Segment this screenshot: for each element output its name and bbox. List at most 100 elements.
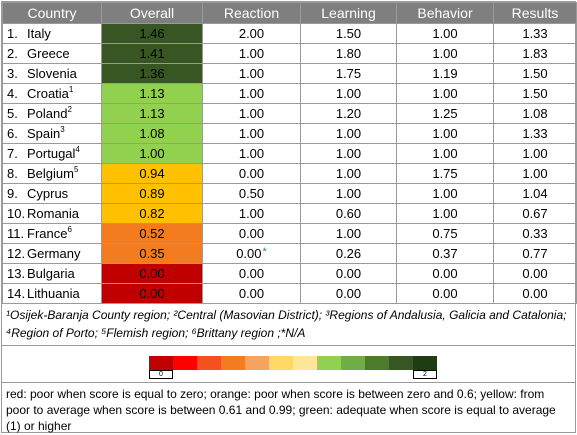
learning-score: 1.00 (335, 86, 362, 101)
table-row: 9. Cyprus 0.89 0.50 1.00 1.00 1.04 (2, 183, 577, 204)
scale-swatch (269, 356, 293, 370)
results-score: 1.08 (522, 106, 548, 121)
behavior-score: 0.75 (432, 226, 458, 241)
results-score: 1.04 (522, 186, 548, 201)
country-name: Germany (27, 246, 81, 261)
overall-score-cell: 1.13 (101, 83, 203, 104)
scale-swatch (413, 356, 437, 370)
overall-score-cell: 0.94 (101, 163, 203, 184)
learning-score-cell: 1.00 (300, 163, 397, 184)
behavior-score-cell: 1.00 (396, 43, 494, 64)
overall-score-cell: 1.08 (101, 123, 203, 144)
country-name: Belgium (27, 166, 74, 181)
rank-number: 13. (7, 266, 26, 281)
learning-score: 0.00 (335, 286, 362, 301)
table-row: 5. Poland2 1.13 1.00 1.20 1.25 1.08 (2, 103, 577, 124)
overall-score-cell: 1.00 (101, 143, 203, 164)
results-score-cell: 1.00 (493, 143, 577, 164)
reaction-score: 1.00 (238, 46, 265, 61)
overall-score-cell: 0.00 (101, 263, 203, 284)
table-row: 4. Croatia1 1.13 1.00 1.00 1.00 1.50 (2, 83, 577, 104)
rank-number: 7. (7, 146, 18, 161)
reaction-score: 1.00 (238, 86, 265, 101)
country-name: Poland (27, 106, 68, 121)
learning-score: 0.26 (335, 246, 362, 261)
learning-score-cell: 1.00 (300, 143, 397, 164)
divider (2, 382, 576, 383)
header-learning: Learning (300, 2, 397, 24)
results-score-cell: 1.83 (493, 43, 577, 64)
behavior-score-cell: 1.00 (396, 183, 494, 204)
country-cell: 11. France6 (2, 223, 102, 244)
learning-score-cell: 0.60 (300, 203, 397, 224)
learning-score-cell: 1.00 (300, 223, 397, 244)
scale-swatch (221, 356, 245, 370)
scale-min-label: 0 (149, 370, 173, 379)
behavior-score-cell: 1.00 (396, 203, 494, 224)
overall-score-cell: 0.89 (101, 183, 203, 204)
legend-text: red: poor when score is equal to zero; o… (6, 387, 556, 433)
behavior-score-cell: 1.75 (396, 163, 494, 184)
learning-score: 1.00 (335, 166, 362, 181)
rank-number: 8. (7, 166, 18, 181)
reaction-score: 0.00 (238, 266, 265, 281)
footnote-marker: 2 (67, 105, 72, 114)
behavior-score: 1.00 (432, 146, 458, 161)
reaction-score: 1.00 (238, 66, 265, 81)
learning-score: 1.75 (335, 66, 362, 81)
behavior-score: 1.75 (432, 166, 458, 181)
country-cell: 12. Germany (2, 243, 102, 264)
table-row: 6. Spain3 1.08 1.00 1.00 1.00 1.33 (2, 123, 577, 144)
footnote-marker: 5 (73, 165, 79, 174)
scale-swatch (293, 356, 317, 370)
overall-score-cell: 0.82 (101, 203, 203, 224)
header-reaction: Reaction (202, 2, 301, 24)
reaction-score-cell: 2.00 (202, 23, 301, 44)
results-score-cell: 1.50 (493, 83, 577, 104)
behavior-score: 1.00 (432, 206, 458, 221)
results-score-cell: 1.04 (493, 183, 577, 204)
scale-swatch (389, 356, 413, 370)
na-marker: * (262, 246, 267, 258)
learning-score-cell: 0.00 (300, 283, 397, 304)
footnote: ¹Osijek-Baranja County region; ²Central … (6, 308, 567, 340)
reaction-score-cell: 1.00 (202, 143, 301, 164)
reaction-score-cell: 1.00 (202, 63, 301, 84)
rank-number: 12. (7, 246, 26, 261)
results-score-cell: 0.00 (493, 263, 577, 284)
table-body: 1. Italy 1.46 2.00 1.50 1.00 1.33 2. Greece 1.41 1… (2, 23, 577, 304)
reaction-score: 0.50 (238, 186, 265, 201)
country-cell: 14. Lithuania (2, 283, 102, 304)
rank-number: 5. (7, 106, 18, 121)
learning-score: 1.00 (335, 146, 362, 161)
table-row: 1. Italy 1.46 2.00 1.50 1.00 1.33 (2, 23, 577, 44)
header-behavior: Behavior (396, 2, 494, 24)
reaction-score-cell: 1.00 (202, 123, 301, 144)
behavior-score-cell: 1.25 (396, 103, 494, 124)
footnote-marker: 1 (68, 85, 74, 94)
country-cell: 7. Portugal4 (2, 143, 102, 164)
learning-score: 1.00 (335, 126, 362, 141)
behavior-score: 0.37 (432, 246, 458, 261)
behavior-score: 1.00 (432, 126, 458, 141)
reaction-score-cell: 1.00 (202, 83, 301, 104)
overall-score-cell: 1.13 (101, 103, 203, 124)
country-name: France (27, 226, 68, 241)
learning-score-cell: 1.00 (300, 183, 397, 204)
reaction-score-cell: 0.00* (202, 243, 301, 264)
behavior-score: 0.00 (432, 286, 458, 301)
rank-number: 1. (7, 26, 18, 41)
results-score: 1.33 (522, 26, 548, 41)
results-score: 1.83 (522, 46, 548, 61)
scale-max-label: 2 (413, 370, 437, 379)
results-score-cell: 0.67 (493, 203, 577, 224)
footnote-marker: 4 (75, 145, 80, 154)
table-row: 3. Slovenia 1.36 1.00 1.75 1.19 1.50 (2, 63, 577, 84)
results-score-cell: 1.08 (493, 103, 577, 124)
country-name: Bulgaria (27, 266, 75, 281)
results-score-cell: 1.33 (493, 23, 577, 44)
country-cell: 4. Croatia1 (2, 83, 102, 104)
reaction-score: 1.00 (238, 106, 265, 121)
rank-number: 14. (7, 286, 26, 301)
learning-score: 1.00 (335, 186, 362, 201)
